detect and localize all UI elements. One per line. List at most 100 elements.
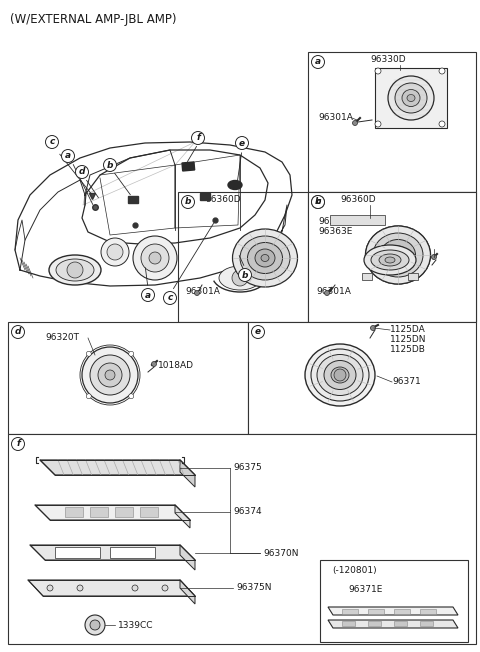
Circle shape	[90, 355, 130, 395]
Circle shape	[149, 252, 161, 264]
Bar	[110, 547, 155, 558]
Circle shape	[47, 585, 53, 591]
Circle shape	[181, 196, 194, 209]
Bar	[140, 507, 158, 517]
Circle shape	[129, 394, 134, 399]
Text: f: f	[196, 134, 200, 143]
Polygon shape	[180, 545, 195, 570]
Bar	[55, 547, 100, 558]
Bar	[178, 192, 308, 322]
Ellipse shape	[228, 181, 242, 190]
Circle shape	[432, 254, 436, 259]
Text: 96375N: 96375N	[236, 584, 272, 593]
Text: 96370N: 96370N	[263, 548, 299, 557]
Text: c: c	[315, 198, 321, 207]
Circle shape	[86, 394, 91, 399]
Bar	[200, 193, 210, 200]
Polygon shape	[328, 620, 458, 628]
Text: b: b	[107, 160, 113, 170]
Text: 96363E: 96363E	[318, 228, 352, 237]
Ellipse shape	[232, 229, 298, 287]
Circle shape	[324, 291, 329, 295]
Text: 96360D: 96360D	[340, 194, 376, 203]
Text: 96301A: 96301A	[316, 286, 351, 295]
Circle shape	[104, 158, 117, 171]
Text: 96374: 96374	[233, 507, 262, 516]
Circle shape	[133, 236, 177, 280]
Circle shape	[352, 121, 358, 125]
Text: 96371E: 96371E	[348, 585, 383, 595]
Ellipse shape	[248, 243, 283, 273]
Circle shape	[312, 55, 324, 68]
Text: a: a	[145, 291, 151, 299]
Ellipse shape	[388, 76, 434, 120]
Circle shape	[375, 121, 381, 127]
Ellipse shape	[373, 233, 423, 277]
Bar	[362, 273, 372, 280]
Polygon shape	[35, 505, 190, 520]
Ellipse shape	[261, 254, 269, 261]
Ellipse shape	[379, 254, 401, 266]
Circle shape	[192, 132, 204, 145]
Text: 96330D: 96330D	[370, 55, 406, 63]
Text: 1018AD: 1018AD	[392, 246, 428, 254]
Circle shape	[252, 325, 264, 338]
Bar	[8, 322, 248, 434]
Circle shape	[12, 325, 24, 338]
Circle shape	[105, 370, 115, 380]
Ellipse shape	[219, 266, 261, 290]
Circle shape	[82, 347, 138, 403]
Circle shape	[98, 363, 122, 387]
Polygon shape	[40, 460, 195, 475]
Circle shape	[129, 351, 134, 356]
Circle shape	[101, 238, 129, 266]
Text: 96375: 96375	[233, 464, 262, 473]
Ellipse shape	[395, 83, 427, 113]
Text: a: a	[65, 151, 71, 160]
Ellipse shape	[365, 226, 431, 284]
Text: 96363D: 96363D	[318, 218, 354, 226]
Text: d: d	[15, 327, 21, 336]
Bar	[420, 621, 433, 626]
Bar	[420, 609, 436, 614]
Ellipse shape	[317, 355, 363, 396]
Ellipse shape	[56, 259, 94, 281]
Ellipse shape	[240, 236, 290, 280]
Ellipse shape	[385, 257, 395, 263]
Bar	[320, 560, 468, 642]
Circle shape	[67, 262, 83, 278]
Ellipse shape	[381, 239, 416, 271]
Text: d: d	[79, 168, 85, 177]
Text: b: b	[185, 198, 191, 207]
Polygon shape	[180, 460, 195, 487]
Polygon shape	[175, 505, 190, 528]
Text: f: f	[16, 439, 20, 449]
Circle shape	[152, 361, 156, 366]
Text: (W/EXTERNAL AMP-JBL AMP): (W/EXTERNAL AMP-JBL AMP)	[10, 13, 177, 26]
Bar	[342, 621, 355, 626]
Bar	[128, 196, 138, 203]
Circle shape	[236, 136, 249, 149]
Ellipse shape	[311, 349, 369, 401]
Ellipse shape	[255, 249, 275, 267]
Ellipse shape	[324, 361, 356, 389]
Ellipse shape	[365, 226, 431, 284]
Ellipse shape	[364, 245, 416, 275]
Circle shape	[439, 68, 445, 74]
Text: e: e	[255, 327, 261, 336]
Circle shape	[61, 149, 74, 162]
Circle shape	[85, 615, 105, 635]
Polygon shape	[30, 545, 195, 560]
Text: 1125DB: 1125DB	[390, 346, 426, 355]
Bar	[368, 621, 381, 626]
Text: b: b	[315, 198, 321, 207]
Bar	[308, 192, 476, 322]
Text: b: b	[242, 271, 248, 280]
Bar	[308, 52, 476, 192]
Text: 96371: 96371	[392, 378, 421, 387]
Circle shape	[142, 288, 155, 301]
Circle shape	[132, 585, 138, 591]
Circle shape	[75, 166, 88, 179]
Bar	[182, 162, 195, 171]
Circle shape	[239, 269, 252, 282]
